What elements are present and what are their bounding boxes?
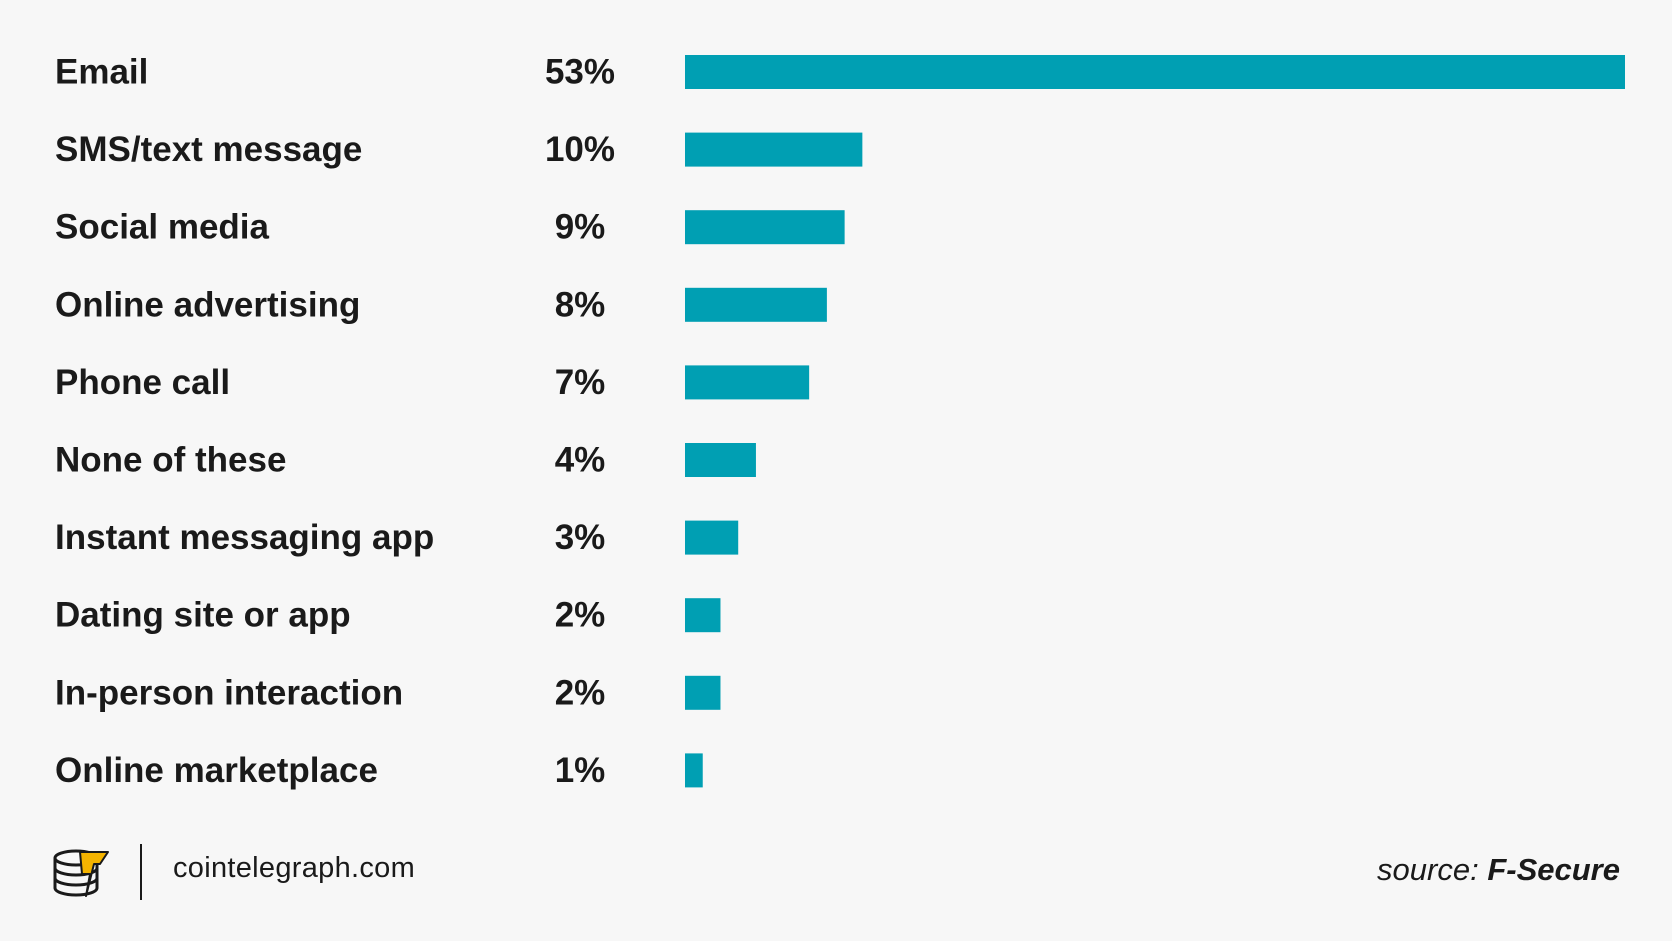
category-label: None of these — [55, 441, 286, 480]
source-prefix: source: — [1377, 852, 1488, 887]
cointelegraph-logo-icon — [53, 849, 109, 897]
bar — [685, 55, 1625, 89]
value-label: 4% — [555, 441, 606, 480]
category-label: In-person interaction — [55, 673, 403, 712]
bar — [685, 210, 845, 245]
bar — [685, 598, 721, 633]
bar-row: Phone call 7% — [55, 363, 810, 402]
bar — [685, 365, 810, 400]
footer-divider — [140, 844, 142, 900]
value-label: 2% — [555, 673, 606, 712]
bar-row: Online marketplace 1% — [55, 751, 703, 790]
bar-row: Instant messaging app 3% — [55, 518, 739, 557]
source-name: F-Secure — [1487, 852, 1620, 887]
category-label: Phone call — [55, 363, 230, 402]
category-label: Online advertising — [55, 285, 360, 324]
category-label: Instant messaging app — [55, 518, 434, 557]
site-name: cointelegraph.com — [173, 852, 416, 884]
bar-row: Email 53% — [55, 53, 1625, 92]
value-label: 53% — [545, 53, 615, 92]
value-label: 3% — [555, 518, 606, 557]
bar-row: SMS/text message 10% — [55, 130, 863, 169]
value-label: 1% — [555, 751, 606, 790]
source-attribution: source: F-Secure — [1377, 852, 1620, 888]
bar — [685, 443, 756, 477]
category-label: Social media — [55, 208, 270, 247]
bar-row: Dating site or app 2% — [55, 596, 721, 635]
bar — [685, 132, 863, 167]
bar — [685, 753, 703, 788]
bar-row: None of these 4% — [55, 441, 756, 480]
value-label: 2% — [555, 596, 606, 635]
value-label: 8% — [555, 285, 606, 324]
bar — [685, 675, 721, 710]
bar — [685, 287, 827, 322]
bar-row: Social media 9% — [55, 208, 845, 247]
bar — [685, 520, 739, 555]
category-label: Online marketplace — [55, 751, 378, 790]
category-label: SMS/text message — [55, 130, 362, 169]
value-label: 10% — [545, 130, 615, 169]
bar-row: Online advertising 8% — [55, 285, 827, 324]
bar-row: In-person interaction 2% — [55, 673, 721, 712]
bar-chart: Email 53% SMS/text message 10% Social media 9… — [55, 53, 1625, 790]
category-label: Dating site or app — [55, 596, 351, 635]
footer: cointelegraph.com source: F-Secure — [0, 820, 1672, 920]
category-label: Email — [55, 53, 148, 92]
value-label: 7% — [555, 363, 606, 402]
value-label: 9% — [555, 208, 606, 247]
